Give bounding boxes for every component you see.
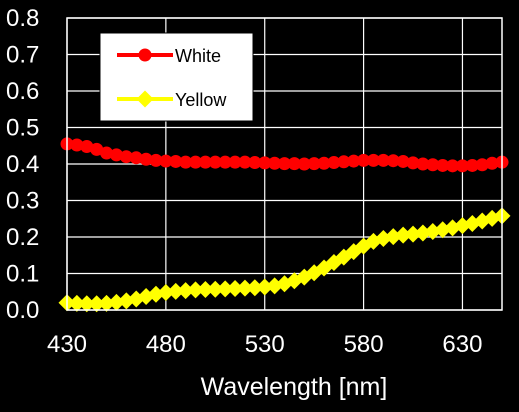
data-point: [238, 155, 252, 169]
data-point: [376, 153, 390, 167]
data-point: [109, 148, 123, 162]
x-axis-tick-labels: 430 480 530 580 630: [47, 331, 483, 358]
x-tick-label: 480: [146, 331, 186, 358]
data-point: [416, 157, 430, 171]
data-point: [218, 155, 232, 169]
legend: White Yellow: [99, 32, 254, 122]
data-point: [278, 157, 291, 171]
legend-label-yellow: Yellow: [175, 90, 227, 110]
data-point: [80, 139, 94, 153]
data-point: [396, 154, 410, 168]
data-point: [347, 154, 361, 168]
data-point: [88, 295, 106, 313]
data-point: [485, 156, 499, 170]
y-tick-label: 0.7: [6, 42, 39, 69]
data-point: [129, 151, 143, 165]
data-point: [248, 156, 262, 170]
data-point: [357, 153, 371, 167]
legend-label-white: White: [175, 46, 221, 66]
data-point: [337, 155, 351, 169]
legend-marker-yellow: [136, 90, 154, 108]
data-point: [426, 158, 440, 172]
data-point: [268, 156, 282, 170]
data-point: [325, 254, 343, 272]
data-point: [216, 280, 234, 298]
data-point: [208, 155, 222, 169]
data-point: [98, 294, 116, 312]
data-point: [226, 279, 244, 297]
data-point: [455, 159, 469, 173]
data-point: [327, 156, 341, 170]
x-tick-label: 430: [47, 331, 87, 358]
data-point: [119, 150, 133, 164]
legend-box: [99, 32, 254, 122]
data-point: [246, 279, 264, 297]
data-point: [70, 138, 84, 152]
data-point: [236, 279, 254, 297]
data-point: [78, 295, 96, 313]
x-tick-label: 630: [442, 331, 482, 358]
data-point: [256, 278, 274, 296]
data-point: [169, 154, 183, 168]
data-point: [366, 153, 380, 167]
y-tick-label: 0.5: [6, 115, 39, 142]
y-tick-label: 0.3: [6, 188, 39, 215]
data-point: [196, 281, 214, 299]
data-point: [446, 159, 460, 173]
data-point: [189, 155, 203, 169]
data-point: [157, 283, 175, 301]
series-yellow: [58, 207, 511, 313]
data-point: [68, 294, 86, 312]
data-point: [258, 156, 272, 170]
data-point: [297, 157, 311, 171]
data-point: [228, 155, 242, 169]
data-point: [100, 146, 114, 160]
data-point: [206, 280, 224, 298]
data-point: [198, 155, 212, 169]
plot-border: [66, 17, 503, 311]
data-point: [177, 282, 195, 300]
data-point: [386, 154, 400, 168]
y-axis-tick-labels: 0.0 0.1 0.2 0.3 0.4 0.5 0.6 0.7 0.8: [6, 5, 39, 324]
y-tick-label: 0.1: [6, 261, 39, 288]
y-tick-label: 0.2: [6, 224, 39, 251]
x-axis-title: Wavelength [nm]: [201, 373, 388, 401]
y-tick-label: 0.8: [6, 5, 39, 32]
series-layer: [58, 137, 511, 313]
data-point: [139, 152, 153, 166]
data-point: [179, 155, 193, 169]
data-point: [406, 156, 420, 170]
y-tick-label: 0.0: [6, 297, 39, 324]
x-tick-label: 530: [245, 331, 285, 358]
data-point: [90, 142, 104, 156]
data-point: [335, 248, 353, 266]
data-point: [159, 154, 173, 168]
data-point: [394, 226, 412, 244]
data-point: [317, 156, 331, 170]
data-point: [149, 153, 163, 167]
x-tick-label: 580: [344, 331, 384, 358]
data-point: [404, 225, 422, 243]
legend-marker-white: [138, 48, 152, 62]
data-point: [287, 157, 301, 171]
data-point: [436, 158, 450, 172]
data-point: [465, 158, 479, 172]
series-white: [60, 137, 509, 173]
data-point: [307, 157, 321, 171]
data-point: [187, 281, 205, 299]
y-tick-label: 0.6: [6, 78, 39, 105]
y-tick-label: 0.4: [6, 151, 39, 178]
data-point: [475, 158, 489, 172]
data-point: [167, 282, 185, 300]
